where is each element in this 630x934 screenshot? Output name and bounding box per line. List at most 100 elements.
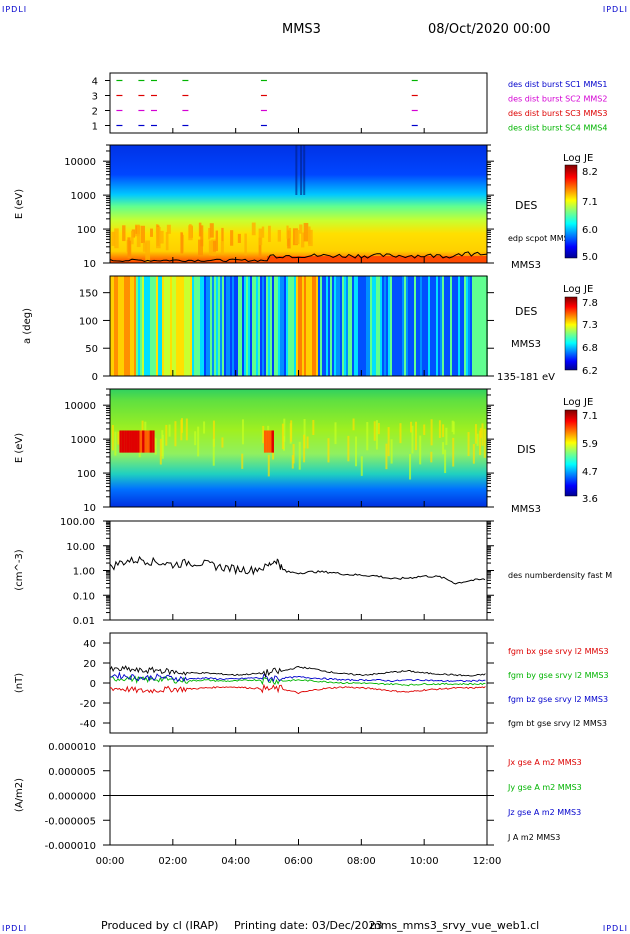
spectrogram-cell <box>129 430 132 453</box>
spectrogram-cell <box>442 442 445 455</box>
spectrogram-cell <box>410 276 412 376</box>
current-legend-entry: J A m2 MMS3 <box>507 833 560 842</box>
spectrogram-cell <box>438 276 440 376</box>
spectrogram-cell <box>272 447 275 460</box>
spectrogram-cell <box>299 224 303 234</box>
corner-tag-bottom-left: IPDLI <box>2 924 28 933</box>
spectrogram-cell <box>482 276 484 376</box>
spectrogram-cell <box>327 438 330 463</box>
bfield-series-line <box>109 665 486 679</box>
spectrogram-cell <box>476 276 478 376</box>
corner-tag-top-left: IPDLI <box>2 5 28 14</box>
spectrogram-cell <box>237 233 241 243</box>
spectrogram-cell <box>142 242 147 252</box>
spectrogram-cell <box>184 276 186 376</box>
spectrogram-cell <box>442 276 444 376</box>
spectrogram-cell <box>162 276 164 376</box>
x-tick-label: 06:00 <box>284 856 313 867</box>
spectrogram-cell <box>212 438 215 466</box>
spectrogram-cell <box>152 276 154 376</box>
spectrogram-cell <box>472 443 475 464</box>
y-tick-label: 100 <box>77 469 96 480</box>
multi-panel-chart: 1 2 3 4 des dist burst SC1 MMS1 des dist bur… <box>14 72 612 867</box>
spectrogram-cell <box>414 421 417 451</box>
spectrogram-cell <box>212 276 214 376</box>
spectrogram-cell <box>196 276 198 376</box>
spectrogram-cell <box>272 276 274 376</box>
spectrogram-cell <box>300 145 303 195</box>
spectrogram-cell <box>452 437 455 467</box>
spectrogram-cell <box>210 276 212 376</box>
spectrogram-cell <box>456 276 458 376</box>
spectrogram-cell <box>281 423 284 450</box>
spectrogram-cell <box>303 145 306 195</box>
spectrogram-cell <box>118 276 120 376</box>
spectrogram-cell <box>263 430 267 453</box>
spectrogram-cell <box>386 276 388 376</box>
spectrogram-cell <box>472 276 474 376</box>
spectrogram-cell <box>411 425 414 454</box>
colorbar-tick: 8.2 <box>582 167 598 178</box>
spectrogram-cell <box>150 228 153 237</box>
spectrogram-cell <box>260 276 262 376</box>
spectrogram-cell <box>156 276 158 376</box>
spectrogram-cell <box>208 276 210 376</box>
spectrogram-cell <box>375 420 378 450</box>
spectrogram-cell <box>362 276 364 376</box>
spectrogram-cell <box>442 424 445 438</box>
spectrogram-cell <box>165 424 168 446</box>
spectrogram-cell <box>334 422 337 445</box>
spectrogram-cell <box>414 276 416 376</box>
spectrogram-cell <box>166 276 168 376</box>
spectrogram-cell <box>398 276 400 376</box>
des-energy-label: DES <box>515 199 537 212</box>
spectrogram-cell <box>116 276 118 376</box>
bfield-panel: 40 20 0 -20 -40 (nT) fgm bx gse srvy l2 MMS3… <box>14 632 609 734</box>
spectrogram-cell <box>384 276 386 376</box>
spectrogram-cell <box>131 430 135 453</box>
spectrogram-cell <box>419 435 422 465</box>
spectrogram-cell <box>147 430 150 453</box>
bfield-legend-entry: fgm by gse srvy l2 MMS3 <box>508 671 609 680</box>
spectrogram-cell <box>399 423 402 444</box>
spectrogram-cell <box>114 228 119 249</box>
spectrogram-cell <box>302 276 304 376</box>
x-tick-label: 04:00 <box>221 856 250 867</box>
spectrogram-cell <box>130 276 132 376</box>
colorbar-tick: 3.6 <box>582 494 598 505</box>
spectrogram-cell <box>326 276 328 376</box>
spectrogram-cell <box>200 225 204 247</box>
spectrogram-cell <box>256 276 258 376</box>
spectrogram-cell <box>188 276 190 376</box>
y-tick-label: -0.000010 <box>45 841 96 852</box>
y-tick-label: 10000 <box>64 401 96 412</box>
spectrogram-cell <box>228 276 230 376</box>
spectrogram-cell <box>111 424 114 451</box>
spectrogram-cell <box>344 276 346 376</box>
y-tick-label: -20 <box>80 699 96 710</box>
spectrogram-cell <box>310 276 312 376</box>
time-axis: 00:00 02:00 04:00 06:00 08:00 10:00 12:00 <box>96 128 501 867</box>
spectrogram-cell <box>354 276 356 376</box>
spectrogram-cell <box>283 418 286 442</box>
spectrogram-cell <box>356 276 358 376</box>
spectrogram-cell <box>304 276 306 376</box>
spectrogram-cell <box>120 276 122 376</box>
spectrogram-cell <box>368 276 370 376</box>
spectrogram-cell <box>332 276 334 376</box>
spectrogram-cell <box>114 276 116 376</box>
spectrogram-cell <box>288 276 290 376</box>
spectrogram-cell <box>276 276 278 376</box>
spectrogram-cell <box>410 421 413 433</box>
des-pitch-ylabel: a (deg) <box>22 308 33 344</box>
footer-produced: Produced by cl (IRAP) <box>101 919 219 932</box>
x-tick-label: 02:00 <box>158 856 187 867</box>
colorbar-tick: 7.1 <box>582 197 598 208</box>
spectrogram-cell <box>146 276 148 376</box>
spectrogram-cell <box>268 276 270 376</box>
y-tick-label: 1000 <box>71 191 96 202</box>
spectrogram-cell <box>444 449 447 474</box>
spectrogram-cell <box>144 276 146 376</box>
spectrogram-cell <box>466 276 468 376</box>
spectrogram-cell <box>400 276 402 376</box>
